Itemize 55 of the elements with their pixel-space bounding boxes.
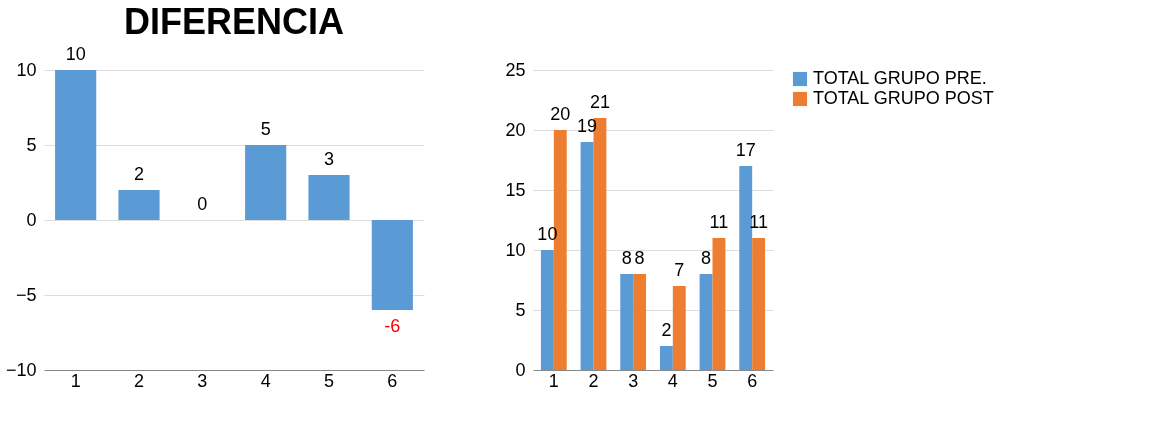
x-tick-label: 5	[707, 370, 718, 391]
y-tick-label: 5	[26, 134, 37, 155]
x-tick-label: 5	[323, 370, 335, 391]
y-tick-label: 25	[505, 59, 526, 80]
y-tick-label: 0	[515, 359, 526, 380]
data-label: 7	[674, 260, 685, 280]
data-label: 10	[65, 44, 86, 64]
bar	[55, 70, 97, 220]
data-label: 8	[701, 248, 712, 268]
data-label: 8	[621, 248, 632, 268]
x-tick-label: 1	[70, 370, 81, 391]
chart-title: DIFERENCIA	[123, 1, 345, 42]
x-tick-label: 6	[387, 370, 398, 391]
bar	[699, 274, 713, 370]
y-tick-label: 20	[505, 119, 526, 140]
data-label: 8	[634, 248, 645, 268]
y-tick-label: 10	[16, 59, 37, 80]
data-label: 11	[709, 212, 729, 232]
x-tick-label: 4	[667, 370, 678, 391]
data-label: 2	[133, 164, 145, 184]
y-tick-label: 15	[505, 179, 526, 200]
y-tick-label: 0	[26, 209, 37, 230]
bar	[371, 220, 413, 310]
x-tick-label: 3	[628, 370, 639, 391]
bar	[580, 142, 594, 370]
bar	[712, 238, 726, 370]
y-tick-label: −5	[15, 284, 37, 305]
bar	[672, 286, 686, 370]
x-tick-label: 1	[548, 370, 559, 391]
bar	[752, 238, 766, 370]
data-label: 3	[323, 149, 335, 169]
x-tick-label: 3	[197, 370, 208, 391]
data-label: 5	[260, 119, 271, 139]
y-tick-label: 10	[505, 239, 526, 260]
x-tick-label: 2	[588, 370, 599, 391]
bar	[659, 346, 673, 370]
bar	[245, 145, 287, 220]
legend-label: TOTAL GRUPO POST	[813, 88, 994, 108]
x-tick-label: 2	[133, 370, 145, 391]
bar	[633, 274, 647, 370]
bar	[620, 274, 634, 370]
data-label: 21	[589, 92, 610, 112]
data-label: 17	[735, 140, 756, 160]
bar	[308, 175, 350, 220]
y-tick-label: −10	[5, 359, 37, 380]
x-tick-label: 6	[747, 370, 758, 391]
data-label: 2	[661, 320, 672, 340]
y-tick-label: 5	[515, 299, 526, 320]
bar	[540, 250, 554, 370]
data-label: -6	[384, 316, 401, 336]
x-tick-label: 4	[260, 370, 271, 391]
legend-label: TOTAL GRUPO PRE.	[813, 68, 987, 88]
data-label: 0	[197, 194, 208, 214]
data-label: 20	[550, 104, 571, 124]
bar	[118, 190, 160, 220]
